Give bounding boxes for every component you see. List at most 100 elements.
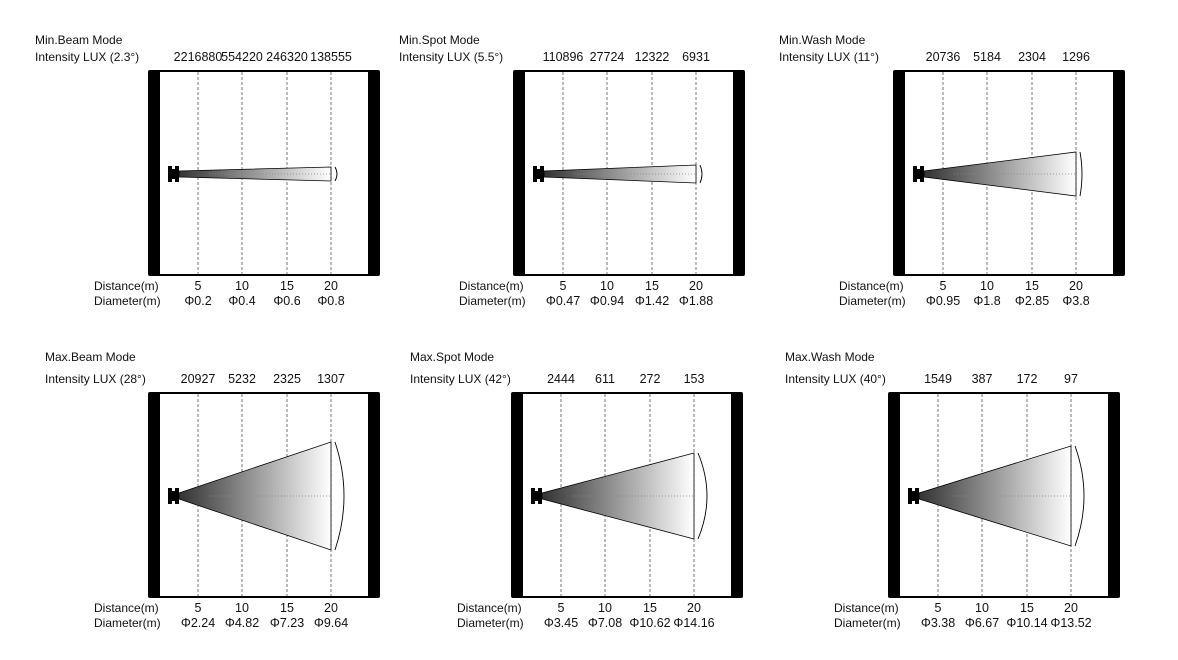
fixture-icon	[913, 166, 924, 182]
distance-value: 10	[235, 601, 249, 615]
diameter-value: Φ10.62	[629, 616, 671, 630]
distance-value: 15	[643, 601, 657, 615]
distance-value: 15	[280, 601, 294, 615]
beam-panel-6: Max.Wash Mode Intensity LUX (40°) Distance…	[785, 350, 1122, 630]
lux-value: 387	[971, 372, 993, 386]
diameter-label: Diameter(m)	[94, 616, 161, 630]
diameter-value: Φ0.2	[184, 294, 212, 308]
diameter-label: Diameter(m)	[459, 294, 526, 308]
right-wall	[1108, 392, 1120, 598]
lux-value: 97	[1064, 372, 1078, 386]
lux-value: 153	[683, 372, 705, 386]
lux-value: 6931	[682, 50, 710, 64]
left-wall	[148, 392, 160, 598]
distance-value: 10	[975, 601, 989, 615]
distance-value: 15	[1025, 279, 1039, 293]
diameter-value: Φ0.94	[589, 294, 625, 308]
distance-value: 15	[280, 279, 294, 293]
beam-diagram	[511, 392, 743, 598]
distance-value: 5	[557, 601, 565, 615]
distance-value: 10	[235, 279, 249, 293]
diameter-value: Φ14.16	[673, 616, 715, 630]
diameter-value: Φ6.67	[964, 616, 1000, 630]
distance-label: Distance(m)	[459, 279, 524, 293]
diameter-value: Φ3.38	[920, 616, 956, 630]
intensity-label: Intensity LUX (28°)	[45, 372, 146, 386]
distance-value: 20	[324, 279, 338, 293]
distance-label: Distance(m)	[457, 601, 522, 615]
diameter-value: Φ2.24	[180, 616, 216, 630]
diameter-label: Diameter(m)	[839, 294, 906, 308]
distance-value: 20	[1069, 279, 1083, 293]
fixture-icon	[908, 488, 919, 504]
lux-value: 20736	[925, 50, 961, 64]
fixture-notch	[912, 488, 915, 491]
lux-value: 110896	[542, 50, 584, 64]
fixture-notch	[917, 179, 920, 182]
intensity-label: Intensity LUX (40°)	[785, 372, 886, 386]
angle-arc	[697, 452, 708, 540]
lux-value: 5184	[973, 50, 1001, 64]
fixture-notch	[917, 166, 920, 169]
fixture-notch	[172, 501, 175, 504]
distance-label: Distance(m)	[834, 601, 899, 615]
intensity-label: Intensity LUX (5.5°)	[399, 50, 504, 64]
lux-value: 27724	[589, 50, 625, 64]
lux-value: 554220	[221, 50, 263, 64]
diameter-value: Φ1.88	[678, 294, 714, 308]
distance-value: 5	[939, 279, 947, 293]
distance-value: 5	[559, 279, 567, 293]
diameter-value: Φ0.6	[273, 294, 301, 308]
distance-value: 10	[980, 279, 994, 293]
distance-value: 15	[645, 279, 659, 293]
right-wall	[1113, 70, 1125, 276]
angle-arc	[334, 166, 338, 182]
distance-value: 5	[194, 601, 202, 615]
angle-arc	[334, 441, 345, 551]
fixture-notch	[537, 179, 540, 182]
mode-title: Max.Spot Mode	[410, 350, 495, 364]
lux-value: 12322	[634, 50, 670, 64]
diameter-value: Φ9.64	[313, 616, 349, 630]
fixture-icon	[531, 488, 542, 504]
fixture-notch	[535, 501, 538, 504]
distance-value: 10	[598, 601, 612, 615]
fixture-notch	[172, 179, 175, 182]
diameter-value: Φ1.8	[973, 294, 1001, 308]
mode-title: Min.Beam Mode	[35, 33, 123, 47]
angle-arc	[1074, 445, 1085, 547]
diameter-value: Φ10.14	[1006, 616, 1048, 630]
lux-value: 1307	[317, 372, 345, 386]
lux-value: 2304	[1018, 50, 1046, 64]
beam-panel-5: Max.Spot Mode Intensity LUX (42°) Distance…	[410, 350, 745, 630]
diameter-value: Φ0.47	[545, 294, 581, 308]
lux-value: 2216880	[173, 50, 223, 64]
beam-panel-1: Min.Beam Mode Intensity LUX (2.3°) Distanc…	[35, 33, 382, 308]
diameter-value: Φ0.95	[925, 294, 961, 308]
right-wall	[368, 70, 380, 276]
beam-panel-4: Max.Beam Mode Intensity LUX (28°) Distance…	[45, 350, 382, 630]
fixture-notch	[537, 166, 540, 169]
mode-title: Min.Spot Mode	[399, 33, 480, 47]
lux-value: 272	[639, 372, 661, 386]
lux-value: 5232	[228, 372, 256, 386]
distance-value: 10	[600, 279, 614, 293]
fixture-notch	[912, 501, 915, 504]
beam-panel-2: Min.Spot Mode Intensity LUX (5.5°) Distanc…	[399, 33, 747, 308]
left-wall	[893, 70, 905, 276]
beam-panel-3: Min.Wash Mode Intensity LUX (11°) Distance…	[779, 33, 1127, 308]
angle-arc	[1079, 151, 1083, 197]
mode-title: Max.Beam Mode	[45, 350, 136, 364]
diameter-label: Diameter(m)	[94, 294, 161, 308]
left-wall	[513, 70, 525, 276]
distance-value: 20	[324, 601, 338, 615]
diameter-value: Φ4.82	[224, 616, 260, 630]
fixture-icon	[168, 488, 179, 504]
fixture-notch	[172, 488, 175, 491]
distance-value: 5	[194, 279, 202, 293]
lux-value: 1296	[1062, 50, 1090, 64]
intensity-label: Intensity LUX (11°)	[779, 50, 879, 64]
distance-label: Distance(m)	[839, 279, 904, 293]
lux-value: 138555	[310, 50, 352, 64]
distance-value: 5	[934, 601, 942, 615]
